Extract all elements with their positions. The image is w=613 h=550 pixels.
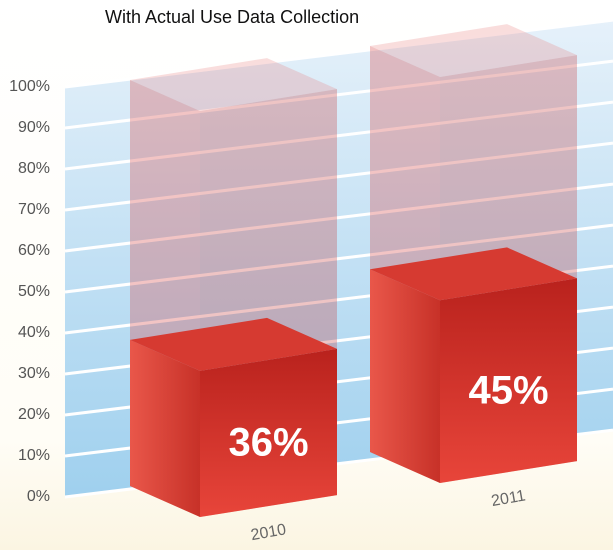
value-label: 45% bbox=[468, 368, 548, 412]
x-tick-label: 2010 bbox=[249, 521, 287, 544]
chart-title: With Actual Use Data Collection bbox=[105, 7, 359, 27]
grid-line bbox=[64, 223, 613, 294]
y-tick-label: 100% bbox=[9, 78, 50, 95]
bar-front bbox=[440, 278, 577, 483]
grid-line bbox=[64, 59, 613, 130]
y-tick-label: 20% bbox=[18, 406, 50, 423]
y-tick-label: 70% bbox=[18, 201, 50, 218]
bar-top bbox=[370, 247, 577, 301]
y-tick-label: 50% bbox=[18, 283, 50, 300]
y-tick-label: 90% bbox=[18, 119, 50, 136]
ghost-top bbox=[370, 24, 577, 77]
ghost-top bbox=[130, 58, 337, 111]
bar-front bbox=[200, 348, 337, 517]
y-tick-label: 80% bbox=[18, 160, 50, 177]
x-tick-label: 2011 bbox=[490, 487, 527, 510]
bar-side bbox=[370, 269, 440, 483]
y-tick-label: 10% bbox=[18, 447, 50, 464]
grid-line bbox=[64, 141, 613, 212]
y-tick-label: 0% bbox=[27, 488, 50, 505]
value-label: 36% bbox=[228, 421, 308, 465]
y-tick-label: 30% bbox=[18, 365, 50, 382]
grid-line bbox=[64, 18, 613, 89]
bar-top bbox=[130, 317, 337, 371]
grid-line bbox=[64, 182, 613, 253]
y-tick-label: 40% bbox=[18, 324, 50, 341]
y-tick-label: 60% bbox=[18, 242, 50, 259]
grid-line bbox=[64, 100, 613, 171]
bar-side bbox=[130, 339, 200, 517]
